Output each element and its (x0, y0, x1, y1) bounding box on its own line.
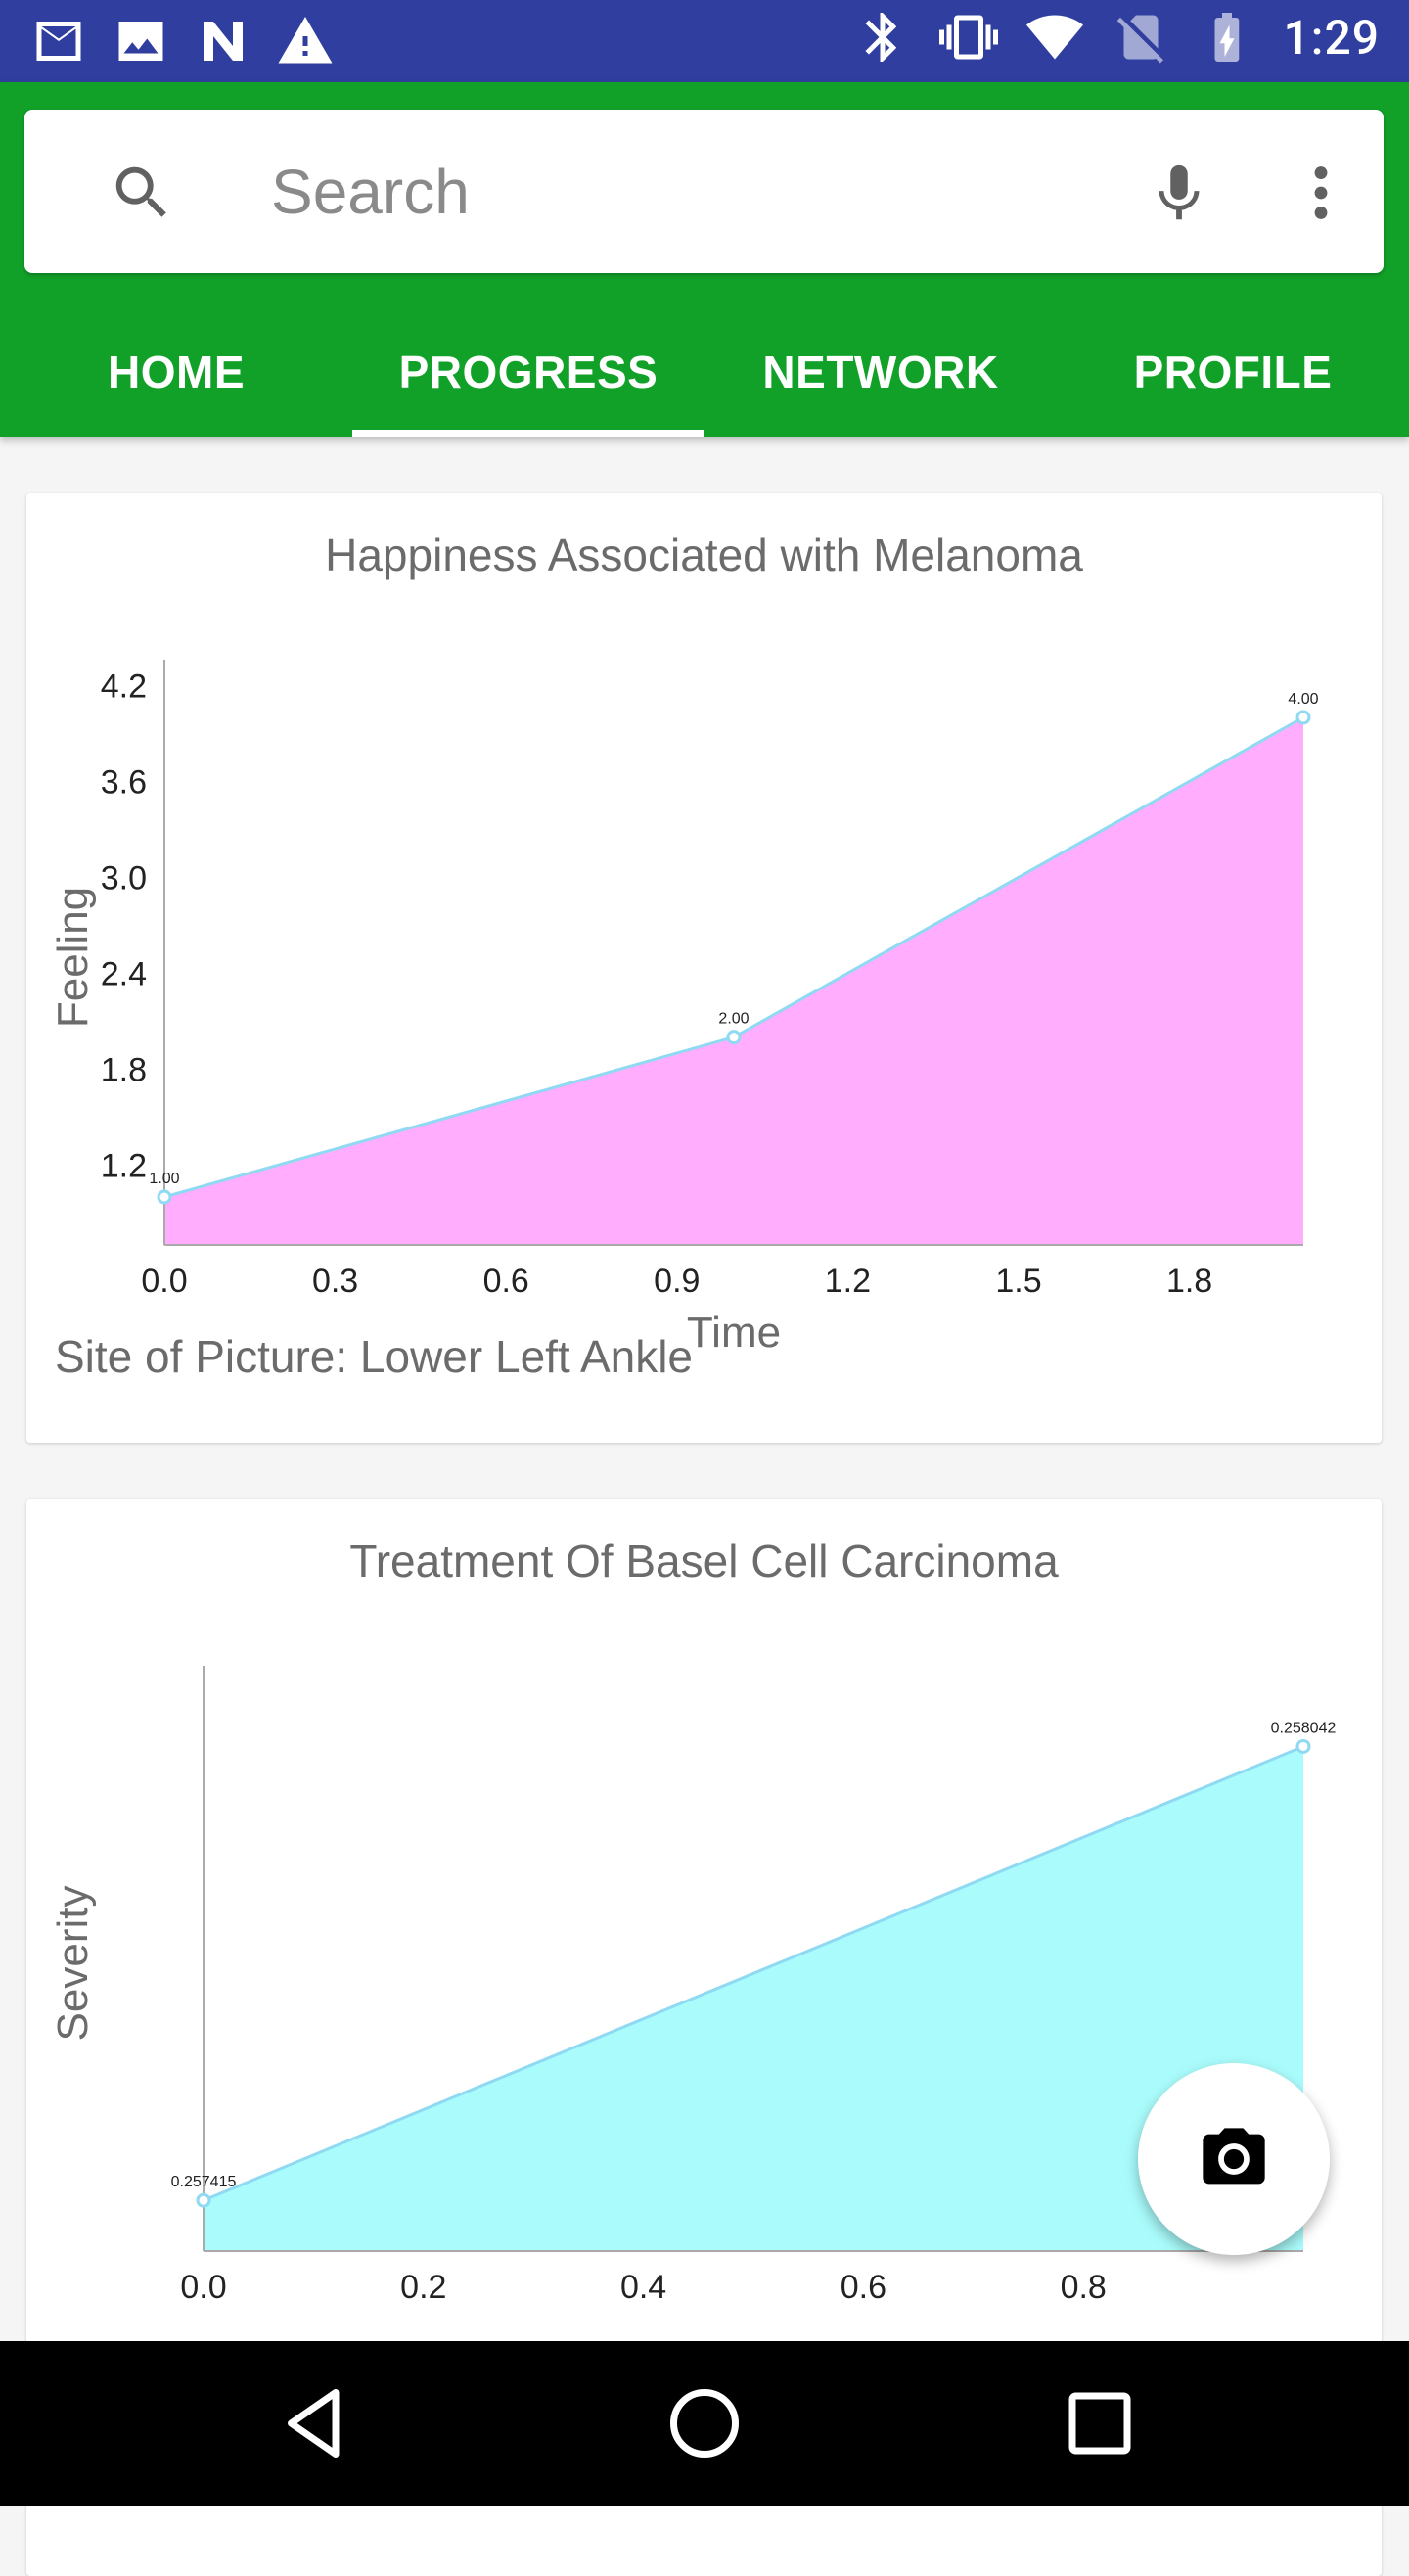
x-tick-label: 0.3 (312, 1263, 358, 1300)
x-tick-label: 1.8 (1166, 1263, 1212, 1300)
x-axis-title: Time (687, 1309, 781, 1357)
x-tick-label: 1.2 (825, 1263, 871, 1300)
gmail-icon (36, 22, 81, 61)
tab-progress[interactable]: PROGRESS (352, 307, 704, 437)
site-of-picture-caption: Site of Picture: Lower Left Ankle (55, 1331, 694, 1382)
search-bar[interactable] (24, 110, 1384, 273)
data-point (726, 1030, 742, 1045)
happiness-chart: 1.00 2.00 4.00 0.0 0.3 0.6 0.9 1.2 1.5 1.8 1.2 1.8 2… (49, 660, 1319, 1357)
tab-profile[interactable]: PROFILE (1057, 307, 1409, 437)
y-tick-label: 3.6 (101, 763, 147, 801)
x-tick-label: 0.9 (654, 1263, 700, 1300)
x-tick-label: 0.0 (180, 2269, 226, 2306)
y-tick-label: 3.0 (101, 859, 147, 897)
tab-network[interactable]: NETWORK (704, 307, 1057, 437)
tab-network-label: NETWORK (762, 346, 999, 397)
data-point (196, 2192, 211, 2208)
bluetooth-icon (865, 13, 896, 62)
chart-title: Treatment Of Basel Cell Carcinoma (349, 1536, 1059, 1587)
n-icon (204, 22, 243, 61)
more-options-icon[interactable] (1296, 159, 1345, 227)
data-label: 2.00 (718, 1011, 749, 1028)
data-point (1295, 1738, 1311, 1754)
search-icon[interactable] (108, 159, 176, 227)
series-line (203, 1745, 1304, 2202)
series-area (164, 717, 1303, 1245)
data-label: 1.00 (149, 1171, 179, 1187)
x-tick-label: 1.5 (995, 1263, 1041, 1300)
status-bar: 1:29 (0, 0, 1409, 82)
x-tick-label: 0.4 (620, 2269, 666, 2306)
tab-home-label: HOME (108, 346, 245, 397)
tab-bar: HOME PROGRESS NETWORK PROFILE (0, 307, 1409, 437)
x-tick-label: 0.8 (1061, 2269, 1107, 2306)
microphone-icon[interactable] (1145, 157, 1213, 231)
data-label: 4.00 (1288, 691, 1318, 708)
no-sim-icon (1116, 15, 1163, 64)
camera-button[interactable] (1138, 2063, 1330, 2255)
recents-icon[interactable] (1059, 2382, 1141, 2464)
image-icon (118, 22, 163, 61)
warning-icon (278, 17, 333, 64)
x-tick-label: 0.6 (841, 2269, 886, 2306)
camera-icon (1203, 2128, 1265, 2185)
tab-profile-label: PROFILE (1133, 346, 1333, 397)
data-point (157, 1189, 172, 1205)
y-tick-label: 1.8 (101, 1051, 147, 1088)
clock-time: 1:29 (1283, 9, 1380, 66)
app-bar: HOME PROGRESS NETWORK PROFILE (0, 82, 1409, 437)
x-tick-label: 0.6 (483, 1263, 529, 1300)
notification-icons (29, 12, 335, 70)
x-tick-label: 0.0 (141, 1263, 187, 1300)
chart-title: Happiness Associated with Melanoma (325, 529, 1083, 580)
y-tick-label: 2.4 (101, 955, 147, 992)
search-input[interactable] (269, 149, 1105, 235)
home-icon[interactable] (663, 2382, 746, 2464)
y-axis-title: Severity (49, 1886, 97, 2042)
wifi-icon (1025, 15, 1083, 60)
battery-charging-icon (1214, 13, 1239, 62)
navigation-bar (0, 2341, 1409, 2506)
vibrate-icon (938, 15, 998, 60)
x-tick-label: 0.2 (400, 2269, 446, 2306)
data-label: 0.257415 (171, 2174, 237, 2190)
data-point (1295, 710, 1311, 725)
system-icons: 1:29 (853, 8, 1381, 67)
tab-progress-label: PROGRESS (398, 346, 659, 397)
y-axis-title: Feeling (49, 887, 97, 1028)
y-tick-label: 4.2 (101, 667, 147, 705)
y-tick-label: 1.2 (101, 1147, 147, 1184)
chart-card-happiness: Happiness Associated with Melanoma 1.00 2… (26, 493, 1382, 1443)
tab-home[interactable]: HOME (0, 307, 352, 437)
series-area (204, 1746, 1303, 2251)
back-icon[interactable] (274, 2382, 356, 2464)
data-label: 0.258042 (1271, 1720, 1337, 1736)
severity-chart: 0.257415 0.258042 0.0 0.2 0.4 0.6 0.8 Severity (49, 1666, 1337, 2306)
